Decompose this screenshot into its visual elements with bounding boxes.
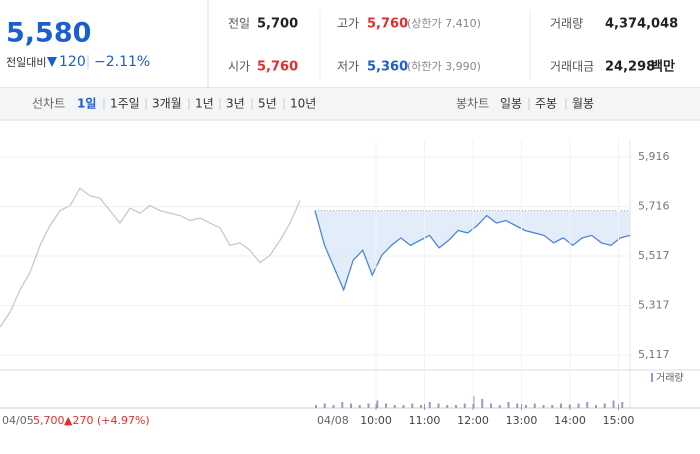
info-label: 고가 [337, 17, 359, 31]
info-label: 저가 [337, 60, 359, 74]
area-fill [315, 210, 630, 290]
volume-bar [385, 403, 387, 408]
x-tick-label: 15:00 [603, 414, 635, 427]
info-label: 시가 [228, 60, 250, 74]
y-tick-label: 5,117 [638, 348, 670, 361]
volume-bar [367, 403, 370, 408]
volume-bar [428, 402, 431, 408]
x-tick-label: 12:00 [457, 414, 489, 427]
tab[interactable]: 일봉 [500, 97, 522, 111]
change: 120 [59, 54, 86, 70]
x-tick-label: 14:00 [554, 414, 586, 427]
volume-bar [455, 405, 457, 408]
volume-bar [437, 403, 440, 408]
info-label: 거래량 [550, 17, 583, 31]
tab-group-label: 선차트 [32, 97, 65, 111]
change-rate: −2.11% [94, 54, 150, 70]
volume-bar [516, 403, 519, 408]
volume-bar [533, 403, 536, 408]
price-line [0, 187, 301, 328]
volume-bar [481, 399, 484, 408]
limit: (상한가 7,410) [407, 17, 481, 30]
down-arrow [47, 57, 57, 67]
tab[interactable]: 5년 [258, 97, 277, 111]
volume-bar [525, 405, 527, 408]
tab[interactable]: 1주일 [110, 97, 140, 111]
volume-legend-swatch [651, 373, 653, 382]
x-tick-label: 11:00 [409, 414, 441, 427]
info-value: 5,760 [367, 17, 408, 32]
y-tick-label: 5,517 [638, 249, 670, 262]
info-label: 거래대금 [550, 60, 594, 74]
info-value: 5,360 [367, 60, 408, 75]
info-label: 전일 [228, 17, 250, 31]
info-value: 24,298 [605, 60, 655, 75]
volume-bar [507, 402, 510, 408]
tab[interactable]: 3년 [226, 97, 245, 111]
volume-bar [542, 405, 545, 408]
volume-bar [595, 405, 597, 408]
volume-bar [332, 405, 335, 408]
prev-close: 5,700 [33, 414, 65, 427]
x-tick-label: 13:00 [506, 414, 538, 427]
volume-bar [551, 405, 554, 408]
volume-bar [315, 405, 317, 408]
tab[interactable]: 1일 [77, 97, 96, 111]
info-value: 5,700 [257, 17, 298, 32]
volume-bar [603, 403, 606, 408]
day-label: 04/08 [317, 414, 349, 427]
info-value: 4,374,048 [605, 17, 678, 32]
x-tick-label: 10:00 [360, 414, 392, 427]
volume-bar [420, 405, 422, 408]
y-tick-label: 5,716 [638, 200, 670, 213]
unit: 백만 [651, 59, 675, 75]
volume-bar [490, 403, 492, 408]
volume-bar [446, 405, 449, 408]
volume-bar [586, 402, 589, 408]
tab[interactable]: 10년 [290, 97, 316, 111]
volume-bar [577, 403, 580, 408]
volume-bar [341, 402, 344, 408]
volume-bar [498, 405, 501, 408]
volume-bar [463, 403, 466, 408]
y-tick-label: 5,317 [638, 299, 670, 312]
volume-bar [402, 405, 405, 408]
change-label: 전일대비 [6, 55, 46, 69]
tab[interactable]: 주봉 [535, 97, 557, 111]
volume-bar [411, 403, 414, 408]
volume-bar [393, 405, 396, 408]
volume-bar [621, 402, 624, 408]
tab-bar [0, 88, 700, 120]
y-tick-label: 5,916 [638, 150, 670, 163]
volume-legend: 거래량 [656, 372, 684, 384]
volume-bar [376, 400, 379, 408]
tab[interactable]: 1년 [195, 97, 214, 111]
volume-bar [612, 400, 615, 408]
prev-change: ▲270 (+4.97%) [64, 414, 150, 427]
price: 5,580 [6, 18, 91, 49]
limit: (하한가 3,990) [407, 59, 481, 73]
tab[interactable]: 3개월 [152, 97, 182, 111]
tab[interactable]: 월봉 [572, 97, 594, 111]
tab-group-label: 봉차트 [456, 97, 489, 111]
volume-bar [323, 403, 326, 408]
volume-bar [560, 403, 562, 408]
volume-bar [358, 405, 361, 408]
volume-bar [350, 403, 352, 408]
day-label: 04/05 [2, 414, 34, 427]
info-value: 5,760 [257, 60, 298, 75]
